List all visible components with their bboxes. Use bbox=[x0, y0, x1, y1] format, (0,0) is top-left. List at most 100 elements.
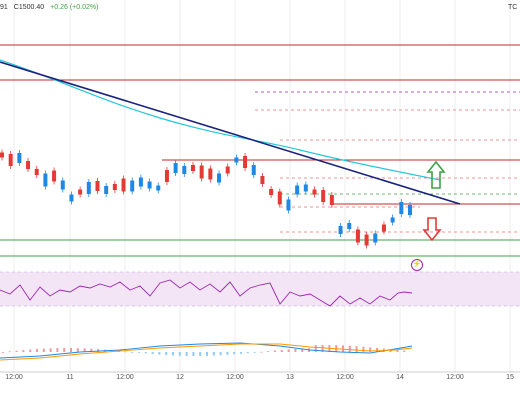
bullish-candle[interactable] bbox=[347, 223, 352, 229]
bearish-candle[interactable] bbox=[260, 176, 265, 184]
bearish-candle[interactable] bbox=[312, 189, 317, 195]
bearish-candle[interactable] bbox=[269, 189, 274, 195]
change-value: +0.26 (+0.02%) bbox=[50, 4, 99, 11]
close-value: C1500.40 bbox=[13, 4, 45, 11]
macd-bar bbox=[56, 348, 59, 352]
macd-bar bbox=[151, 352, 154, 355]
macd-bar bbox=[83, 348, 86, 352]
bullish-candle[interactable] bbox=[182, 166, 187, 174]
macd-bar bbox=[274, 350, 276, 352]
bearish-candle[interactable] bbox=[121, 178, 126, 192]
x-label: 15 bbox=[506, 374, 514, 381]
x-label: 12:00 bbox=[446, 374, 464, 381]
bullish-candle[interactable] bbox=[217, 173, 222, 183]
macd-bar bbox=[42, 348, 45, 352]
bullish-candle[interactable] bbox=[156, 185, 161, 191]
bullish-candle[interactable] bbox=[138, 177, 143, 187]
bearish-candle[interactable] bbox=[208, 168, 213, 180]
macd-bar bbox=[212, 352, 215, 356]
bullish-candle[interactable] bbox=[408, 205, 412, 215]
macd-bar bbox=[342, 345, 344, 352]
bullish-candle[interactable] bbox=[147, 181, 152, 189]
bullish-candle[interactable] bbox=[390, 217, 395, 223]
macd-bar bbox=[8, 351, 11, 353]
macd-bar bbox=[348, 345, 351, 352]
bullish-candle[interactable] bbox=[104, 186, 109, 194]
macd-bar bbox=[389, 349, 392, 352]
bearish-candle[interactable] bbox=[26, 161, 31, 169]
candlestick-series bbox=[0, 149, 412, 249]
bearish-candle[interactable] bbox=[199, 165, 204, 179]
rsi-band bbox=[0, 272, 520, 306]
bullish-candle[interactable] bbox=[173, 163, 178, 173]
bearish-candle[interactable] bbox=[329, 195, 334, 205]
macd-bar bbox=[280, 349, 283, 352]
bullish-candle[interactable] bbox=[43, 173, 48, 187]
bearish-candle[interactable] bbox=[381, 224, 386, 232]
signal-line[interactable] bbox=[0, 343, 413, 361]
open-fragment: 91 bbox=[0, 4, 8, 11]
macd-bar bbox=[246, 352, 249, 354]
down-arrow-icon bbox=[422, 217, 442, 242]
up-arrow-icon bbox=[426, 160, 446, 189]
macd-bar bbox=[362, 346, 365, 352]
macd-bar bbox=[90, 348, 93, 352]
macd-line[interactable] bbox=[0, 342, 413, 359]
bullish-candle[interactable] bbox=[338, 226, 343, 234]
macd-bar bbox=[110, 350, 113, 352]
bearish-candle[interactable] bbox=[225, 166, 230, 174]
bearish-candle[interactable] bbox=[164, 170, 169, 182]
macd-bar bbox=[185, 352, 188, 356]
macd-bar bbox=[36, 349, 38, 352]
bullish-candle[interactable] bbox=[60, 180, 65, 190]
bullish-candle[interactable] bbox=[234, 157, 239, 163]
moving-average-line[interactable] bbox=[0, 59, 441, 181]
bullish-candle[interactable] bbox=[86, 182, 91, 194]
bearish-candle[interactable] bbox=[34, 169, 39, 175]
bullish-candle[interactable] bbox=[373, 233, 378, 243]
macd-bar bbox=[376, 347, 378, 352]
bullish-candle[interactable] bbox=[69, 194, 74, 202]
bearish-candle[interactable] bbox=[78, 189, 83, 195]
bullish-candle[interactable] bbox=[295, 185, 300, 195]
descending-trendline[interactable] bbox=[0, 61, 461, 205]
macd-bar bbox=[2, 352, 4, 353]
bullish-candle[interactable] bbox=[17, 153, 22, 163]
macd-bar bbox=[287, 349, 290, 352]
macd-bar bbox=[403, 350, 406, 352]
bearish-candle[interactable] bbox=[243, 156, 248, 168]
bearish-candle[interactable] bbox=[190, 165, 195, 171]
x-label: 14 bbox=[396, 374, 404, 381]
macd-bar bbox=[97, 349, 100, 352]
bullish-candle[interactable] bbox=[303, 184, 308, 192]
bullish-candle[interactable] bbox=[251, 165, 256, 175]
macd-bar bbox=[15, 350, 18, 352]
x-label: 12:00 bbox=[116, 374, 134, 381]
bearish-candle[interactable] bbox=[0, 152, 4, 158]
macd-bar bbox=[172, 352, 174, 356]
rsi-line[interactable] bbox=[0, 279, 413, 307]
lightning-icon[interactable]: ⚡ bbox=[411, 259, 423, 271]
bullish-candle[interactable] bbox=[399, 202, 404, 214]
bearish-candle[interactable] bbox=[52, 170, 57, 182]
bullish-candle[interactable] bbox=[130, 180, 135, 192]
macd-bar bbox=[22, 350, 25, 352]
bearish-candle[interactable] bbox=[8, 154, 13, 166]
macd-bar bbox=[76, 348, 79, 352]
macd-bar bbox=[158, 352, 161, 355]
bearish-candle[interactable] bbox=[277, 191, 282, 205]
ohlc-header: 91 C1500.40 +0.26 (+0.02%) bbox=[0, 4, 104, 11]
bearish-candle[interactable] bbox=[364, 234, 369, 246]
bearish-candle[interactable] bbox=[112, 184, 117, 190]
bearish-candle[interactable] bbox=[321, 190, 326, 202]
macd-bar bbox=[165, 352, 168, 356]
bearish-candle[interactable] bbox=[355, 229, 360, 243]
macd-bar bbox=[131, 352, 134, 353]
macd-bar bbox=[301, 348, 304, 352]
macd-bar bbox=[206, 352, 208, 356]
bearish-candle[interactable] bbox=[95, 181, 100, 191]
macd-bar bbox=[178, 352, 181, 356]
bullish-candle[interactable] bbox=[286, 199, 291, 211]
macd-bar bbox=[199, 352, 202, 356]
